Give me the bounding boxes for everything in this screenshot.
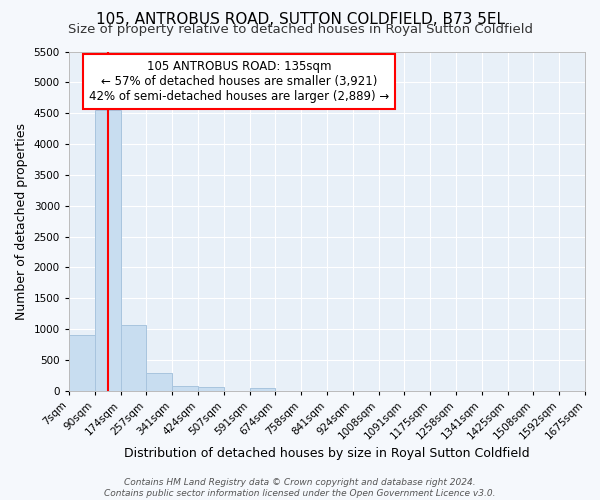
Text: 105 ANTROBUS ROAD: 135sqm
← 57% of detached houses are smaller (3,921)
42% of se: 105 ANTROBUS ROAD: 135sqm ← 57% of detac…	[89, 60, 389, 103]
Bar	[250, 388, 275, 391]
Bar	[146, 373, 172, 391]
Text: Contains HM Land Registry data © Crown copyright and database right 2024.
Contai: Contains HM Land Registry data © Crown c…	[104, 478, 496, 498]
Bar	[69, 336, 95, 391]
X-axis label: Distribution of detached houses by size in Royal Sutton Coldfield: Distribution of detached houses by size …	[124, 447, 530, 460]
Bar	[121, 326, 146, 391]
Y-axis label: Number of detached properties: Number of detached properties	[15, 122, 28, 320]
Text: 105, ANTROBUS ROAD, SUTTON COLDFIELD, B73 5EL: 105, ANTROBUS ROAD, SUTTON COLDFIELD, B7…	[95, 12, 505, 28]
Bar	[172, 386, 198, 391]
Bar	[198, 386, 224, 391]
Bar	[95, 110, 121, 391]
Text: Size of property relative to detached houses in Royal Sutton Coldfield: Size of property relative to detached ho…	[67, 22, 533, 36]
